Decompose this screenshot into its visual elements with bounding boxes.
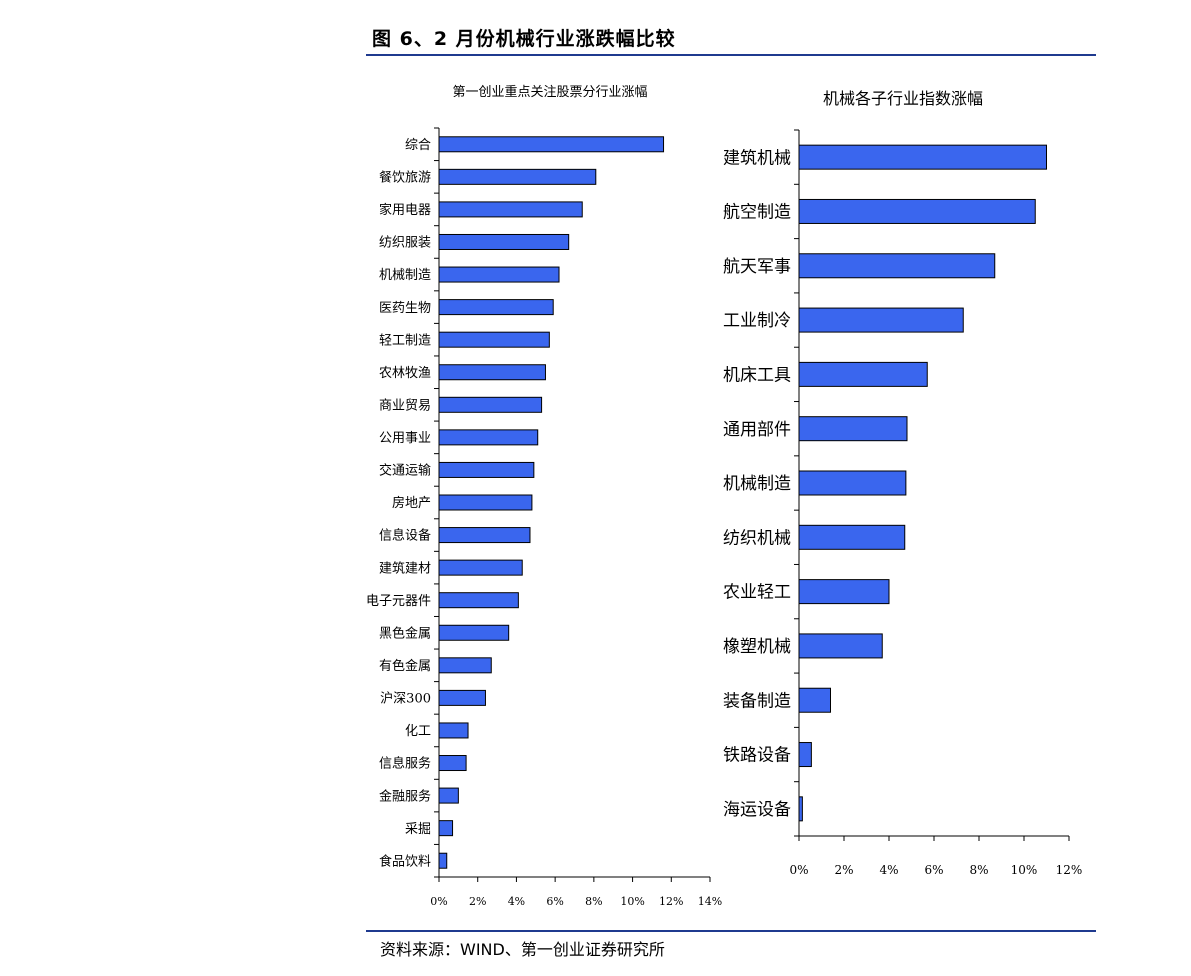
category-label: 电子元器件 (366, 594, 431, 609)
category-label: 通用部件 (723, 420, 791, 440)
category-label: 公用事业 (379, 431, 431, 446)
category-label: 金融服务 (379, 788, 431, 804)
bar (438, 331, 550, 348)
bar (438, 299, 554, 316)
bar (438, 820, 454, 837)
source-note: 资料来源：WIND、第一创业证券研究所 (380, 940, 665, 959)
category-label: 黑色金属 (379, 625, 431, 641)
category-label: 工业制冷 (723, 311, 791, 331)
category-label: 航天军事 (723, 257, 791, 277)
chart-title: 第一创业重点关注股票分行业涨幅 (452, 84, 647, 100)
bar (798, 198, 1036, 224)
x-tick-label: 4% (879, 863, 898, 877)
bar (438, 233, 570, 250)
x-tick-label: 2% (469, 895, 486, 908)
bar (438, 461, 535, 478)
category-label: 建筑机械 (723, 148, 791, 168)
category-label: 综合 (405, 138, 431, 153)
bar (798, 687, 831, 713)
category-label: 交通运输 (379, 463, 431, 479)
x-tick-label: 8% (585, 895, 602, 908)
bar (438, 429, 539, 446)
bar (438, 266, 560, 283)
x-tick-label: 6% (546, 895, 563, 908)
category-label: 房地产 (392, 495, 431, 511)
x-tick-label: 2% (834, 863, 853, 877)
category-label: 机械制造 (379, 268, 431, 283)
bar (438, 201, 583, 218)
category-label: 装备制造 (723, 691, 791, 711)
category-label: 纺织服装 (379, 236, 431, 251)
x-tick-label: 6% (924, 863, 943, 877)
bar (798, 253, 996, 279)
bar (438, 624, 510, 641)
category-label: 食品饮料 (379, 853, 431, 869)
category-label: 信息设备 (379, 528, 431, 544)
bar (438, 364, 546, 381)
category-label: 建筑建材 (379, 560, 431, 576)
category-label: 家用电器 (379, 202, 431, 218)
category-label: 机械制造 (723, 474, 791, 494)
category-label: 信息服务 (379, 756, 431, 772)
category-label: 医药生物 (379, 301, 431, 316)
bar (438, 592, 519, 609)
category-label: 纺织机械 (723, 528, 791, 548)
bar (798, 470, 907, 496)
bar (438, 689, 486, 706)
top-rule (366, 54, 1096, 56)
x-tick-label: 10% (620, 895, 644, 908)
x-tick-label: 14% (698, 895, 722, 908)
bar (438, 168, 597, 185)
category-label: 农业轻工 (723, 583, 791, 603)
category-label: 橡塑机械 (723, 637, 791, 657)
category-label: 餐饮旅游 (379, 170, 431, 186)
figure-title: 图 6、2 月份机械行业涨跌幅比较 (372, 28, 676, 50)
bar (798, 579, 890, 605)
category-label: 采掘 (405, 822, 431, 837)
x-tick-label: 10% (1011, 863, 1038, 877)
bar (798, 361, 928, 387)
bar (438, 787, 459, 804)
bar (438, 494, 533, 511)
category-label: 航空制造 (723, 203, 791, 223)
x-tick-label: 0% (789, 863, 808, 877)
x-tick-label: 8% (969, 863, 988, 877)
category-label: 化工 (405, 724, 431, 739)
bar (438, 396, 543, 413)
bar (438, 136, 665, 153)
category-label: 铁路设备 (723, 746, 791, 766)
chart-title: 机械各子行业指数涨幅 (823, 89, 983, 108)
category-label: 轻工制造 (379, 333, 431, 348)
category-label: 沪深300 (380, 691, 431, 707)
bar (438, 527, 531, 544)
bar (438, 852, 448, 869)
category-label: 农林牧渔 (379, 366, 431, 381)
x-tick-label: 0% (430, 895, 447, 908)
category-label: 商业贸易 (379, 398, 431, 413)
bar (798, 524, 906, 550)
bar (798, 742, 812, 768)
bottom-rule (366, 930, 1096, 932)
bar (798, 307, 964, 333)
bar (438, 559, 523, 576)
bar (438, 722, 469, 739)
bar (798, 144, 1047, 170)
category-label: 海运设备 (723, 800, 791, 820)
bar (798, 633, 883, 659)
x-tick-label: 12% (1056, 863, 1083, 877)
category-label: 有色金属 (379, 658, 431, 674)
x-tick-label: 12% (659, 895, 683, 908)
bar (798, 416, 908, 442)
category-label: 机床工具 (723, 366, 791, 386)
bar (798, 796, 803, 822)
bar (438, 755, 467, 772)
bar (438, 657, 492, 674)
x-tick-label: 4% (508, 895, 525, 908)
